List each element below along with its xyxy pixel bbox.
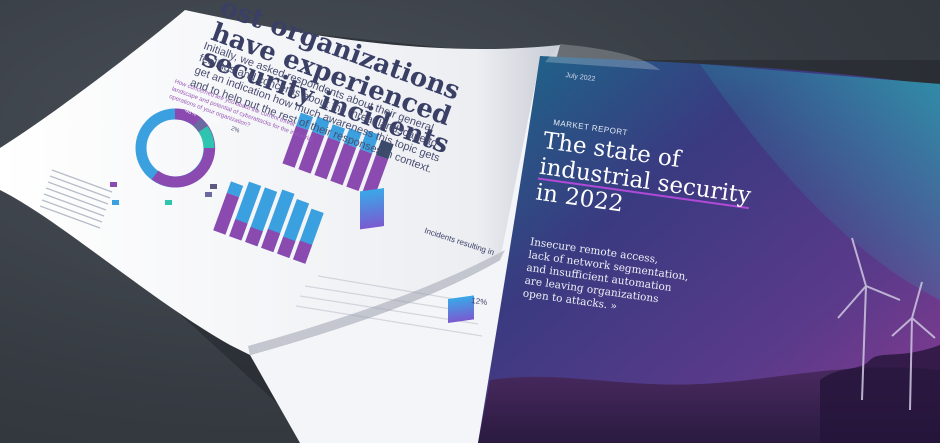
wind-turbines	[837, 237, 936, 411]
lower-bar-group	[213, 181, 324, 264]
cover-page-curl	[545, 44, 660, 70]
upper-bar-group	[282, 112, 394, 197]
body-text-lines	[39, 169, 483, 337]
donut-legend	[110, 182, 217, 205]
page-gutter-shadow	[248, 250, 505, 355]
left-page	[0, 10, 560, 355]
donut-chart	[135, 108, 216, 188]
cover-teal-glow	[700, 64, 940, 300]
right-page-bars	[360, 188, 474, 324]
